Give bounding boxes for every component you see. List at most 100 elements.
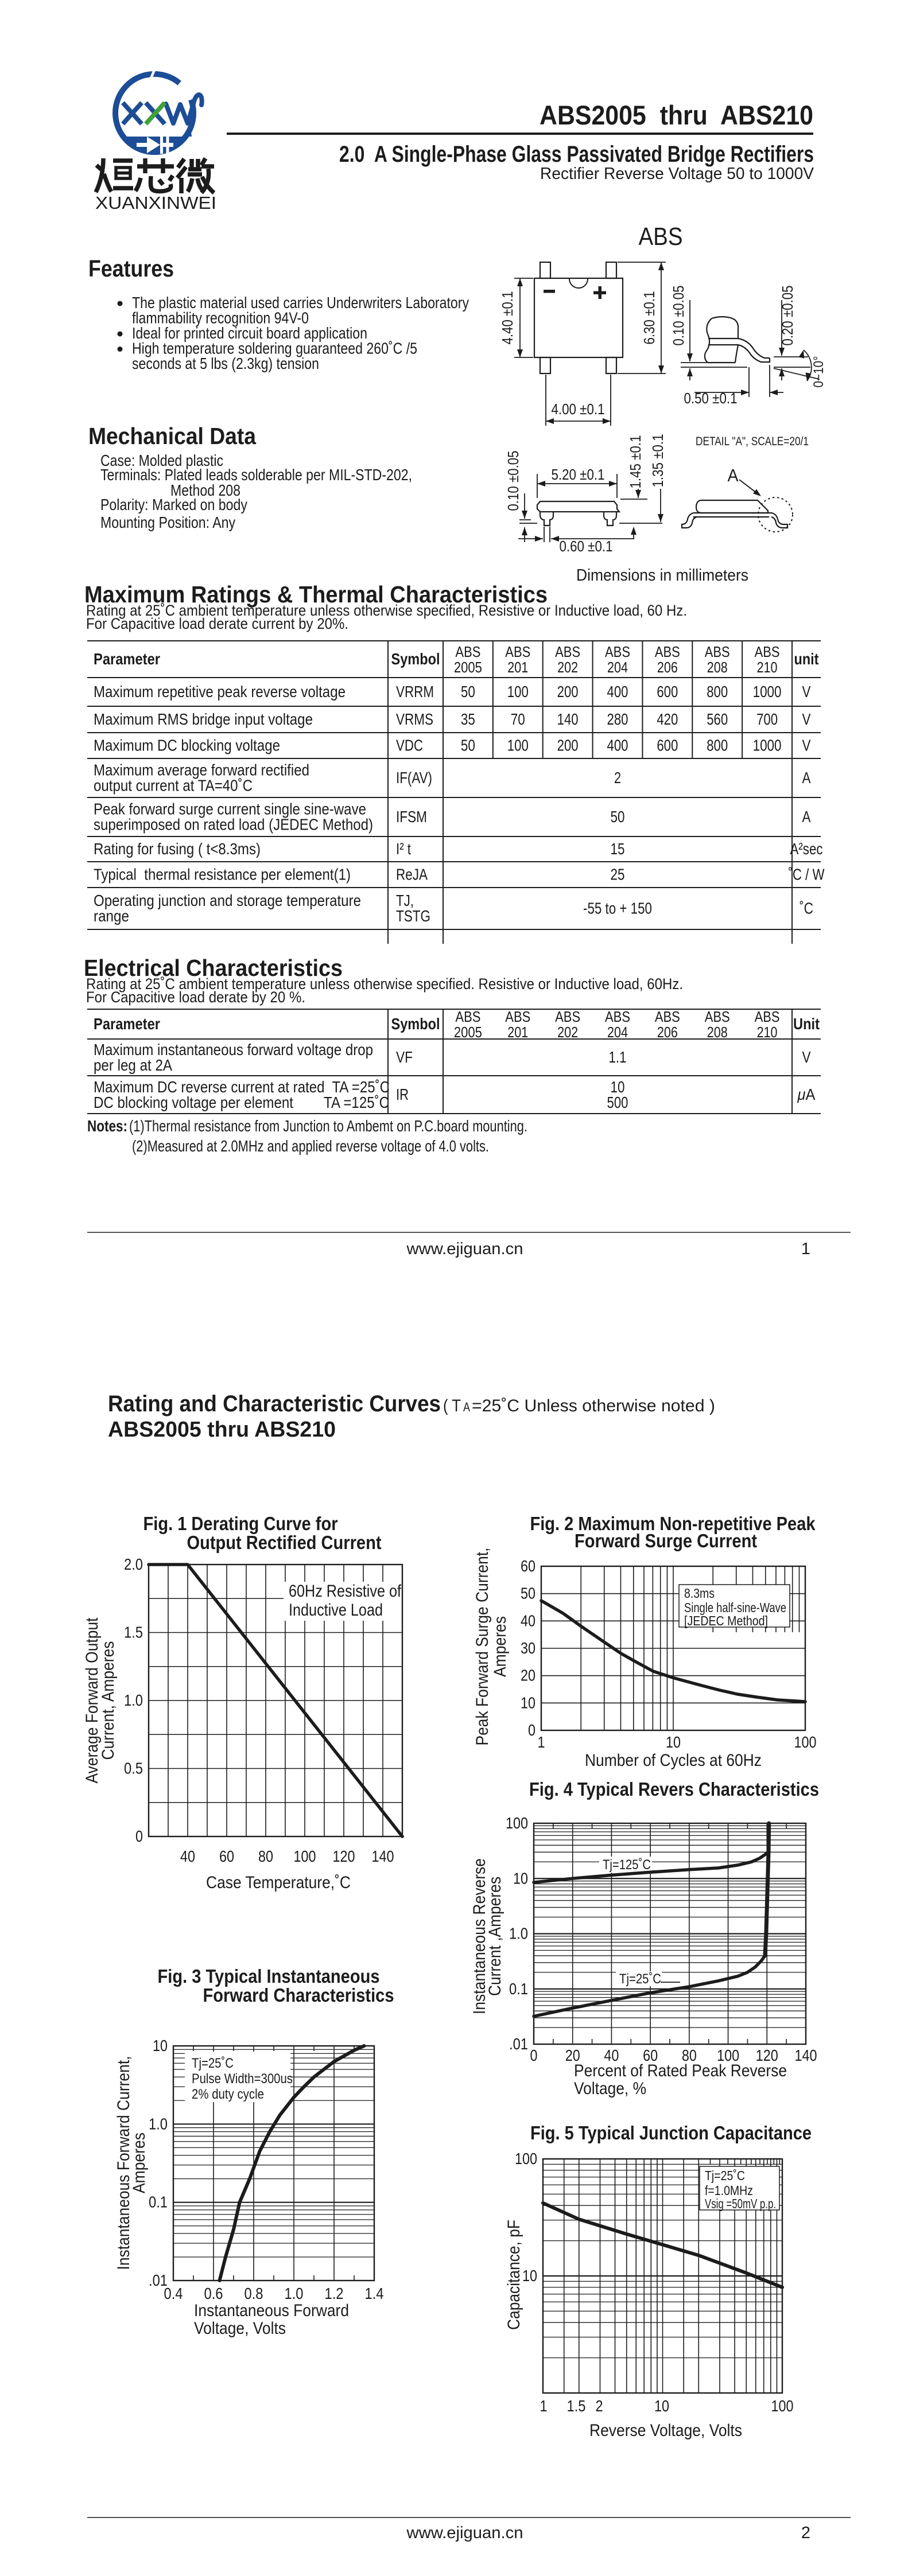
svg-text:˚C: ˚C xyxy=(800,900,813,917)
svg-text:400: 400 xyxy=(607,737,628,754)
svg-text:204: 204 xyxy=(607,1024,628,1041)
svg-text:Pulse Width=300us: Pulse Width=300us xyxy=(192,2071,293,2087)
svg-text:Current, Amperes: Current, Amperes xyxy=(99,1641,118,1760)
svg-text:The plastic material used carr: The plastic material used carries Underw… xyxy=(132,294,469,312)
svg-text:V: V xyxy=(802,710,811,728)
svg-text:1.1: 1.1 xyxy=(609,1048,627,1066)
svg-text:ABS: ABS xyxy=(455,643,480,660)
svg-text:50: 50 xyxy=(521,1585,535,1602)
svg-text:Terminals: Plated leads solder: Terminals: Plated leads solderable per M… xyxy=(100,466,412,484)
svg-text:Rating at 25˚C ambient tempera: Rating at 25˚C ambient temperature unles… xyxy=(86,602,687,619)
svg-text:1.0: 1.0 xyxy=(149,2115,168,2133)
svg-text:Peak forward surge current sin: Peak forward surge current single sine-w… xyxy=(94,800,366,818)
svg-text:0: 0 xyxy=(528,1721,535,1739)
svg-text:Single half-sine-Wave: Single half-sine-Wave xyxy=(684,1600,786,1615)
svg-text:VDC: VDC xyxy=(396,737,423,754)
svg-text:0: 0 xyxy=(530,2046,538,2064)
svg-text:ABS: ABS xyxy=(605,1008,630,1025)
svg-text:DETAIL "A", SCALE=20/1: DETAIL "A", SCALE=20/1 xyxy=(696,435,809,448)
svg-text:700: 700 xyxy=(756,710,778,728)
svg-text:201: 201 xyxy=(507,659,528,676)
svg-text:8.3ms: 8.3ms xyxy=(684,1586,715,1601)
svg-text:400: 400 xyxy=(607,683,628,701)
svg-text:2.0: 2.0 xyxy=(124,1555,143,1573)
svg-text:=25˚C Unless otherwise noted ): =25˚C Unless otherwise noted ) xyxy=(472,1396,715,1415)
svg-text:Rating at 25˚C ambient tempera: Rating at 25˚C ambient temperature unles… xyxy=(86,975,683,993)
svg-text:DC blocking voltage per elemen: DC blocking voltage per element TA =125˚… xyxy=(94,1094,389,1111)
svg-text:2% duty cycle: 2% duty cycle xyxy=(192,2087,264,2102)
svg-text:10: 10 xyxy=(654,2397,669,2415)
svg-text:25: 25 xyxy=(611,866,625,884)
svg-text:1: 1 xyxy=(801,1240,810,1258)
svg-text:Number of Cycles at 60Hz: Number of Cycles at 60Hz xyxy=(585,1751,762,1770)
svg-text:[JEDEC Method]: [JEDEC Method] xyxy=(684,1613,768,1628)
svg-text:VRRM: VRRM xyxy=(396,683,434,701)
svg-text:40: 40 xyxy=(180,1847,195,1865)
svg-text:1.0: 1.0 xyxy=(509,1925,528,1943)
svg-text:Polarity: Marked on body: Polarity: Marked on body xyxy=(100,496,247,513)
svg-text:Maximum Ratings & Thermal Char: Maximum Ratings & Thermal Characteristic… xyxy=(84,581,548,608)
svg-text:TSTG: TSTG xyxy=(396,907,430,925)
svg-text:flammability recognition 94V-0: flammability recognition 94V-0 xyxy=(132,309,309,327)
svg-text:140: 140 xyxy=(372,1847,394,1865)
svg-text:A²sec: A²sec xyxy=(790,840,823,858)
svg-text:Typical thermal resistance pe: Typical thermal resistance per element(1… xyxy=(94,866,351,884)
svg-text:Amperes: Amperes xyxy=(491,1616,510,1677)
svg-text:50: 50 xyxy=(461,737,475,754)
svg-text:35: 35 xyxy=(461,710,475,728)
svg-text:( T: ( T xyxy=(443,1396,461,1415)
svg-text:Features: Features xyxy=(88,255,174,282)
svg-text:superimposed on rated load (JE: superimposed on rated load (JEDEC Method… xyxy=(94,816,373,834)
svg-text:Mechanical Data: Mechanical Data xyxy=(88,423,257,449)
svg-text:0.20 ±0.05: 0.20 ±0.05 xyxy=(779,286,796,346)
svg-text:Maximum average forward rectif: Maximum average forward rectified xyxy=(94,761,309,779)
svg-text:2005: 2005 xyxy=(454,659,482,676)
svg-text:1.35 ±0.1: 1.35 ±0.1 xyxy=(649,434,666,488)
svg-text:ABS2005 thru ABS210: ABS2005 thru ABS210 xyxy=(540,100,813,130)
svg-text:4.40 ±0.1: 4.40 ±0.1 xyxy=(499,291,516,345)
svg-text:Voltage, %: Voltage, % xyxy=(574,2079,646,2098)
svg-text:140: 140 xyxy=(557,710,579,728)
svg-text:ABS: ABS xyxy=(555,643,580,660)
svg-text:ABS: ABS xyxy=(505,1008,530,1025)
svg-text:Dimensions in millimeters: Dimensions in millimeters xyxy=(576,566,748,585)
svg-text:Operating junction and storage: Operating junction and storage temperatu… xyxy=(94,892,361,909)
svg-text:Case: Molded plastic: Case: Molded plastic xyxy=(100,452,223,469)
svg-text:IFSM: IFSM xyxy=(396,808,427,826)
svg-text:100: 100 xyxy=(771,2397,794,2415)
svg-text:6.30 ±0.1: 6.30 ±0.1 xyxy=(641,291,658,345)
svg-text:1.5: 1.5 xyxy=(567,2397,586,2415)
svg-text:Inductive Load: Inductive Load xyxy=(289,1601,383,1620)
svg-text:2: 2 xyxy=(614,769,621,787)
svg-text:Capacitance, pF: Capacitance, pF xyxy=(504,2220,523,2330)
svg-text:per leg at 2A: per leg at 2A xyxy=(94,1056,172,1074)
svg-text:ABS: ABS xyxy=(639,223,683,251)
svg-text:202: 202 xyxy=(557,1024,578,1041)
svg-text:ABS: ABS xyxy=(655,1008,680,1025)
svg-text:201: 201 xyxy=(507,1024,528,1041)
svg-text:0.5: 0.5 xyxy=(124,1760,143,1777)
svg-text:1.0: 1.0 xyxy=(124,1691,143,1709)
svg-text:Case Temperature,˚C: Case Temperature,˚C xyxy=(206,1873,351,1892)
svg-text:A: A xyxy=(463,1400,470,1414)
svg-text:Tj=25˚C: Tj=25˚C xyxy=(619,1971,661,1987)
svg-text:˚C / W: ˚C / W xyxy=(789,866,825,884)
svg-text:100: 100 xyxy=(507,683,529,701)
svg-text:600: 600 xyxy=(657,737,678,754)
svg-text:VF: VF xyxy=(396,1048,413,1066)
svg-text:Symbol: Symbol xyxy=(391,650,440,668)
svg-text:60Hz Resistive of: 60Hz Resistive of xyxy=(289,1582,402,1601)
svg-text:Unit: Unit xyxy=(793,1015,820,1033)
svg-text:f=1.0MHz: f=1.0MHz xyxy=(705,2183,753,2198)
svg-text:10: 10 xyxy=(522,2267,537,2285)
svg-text:1: 1 xyxy=(538,1733,545,1751)
svg-text:100: 100 xyxy=(506,1814,528,1832)
svg-text:XUANXINWEI: XUANXINWEI xyxy=(95,193,216,213)
svg-text:Symbol: Symbol xyxy=(391,1015,440,1033)
svg-text:Peak Forward Surge Current,: Peak Forward Surge Current, xyxy=(473,1548,492,1746)
svg-text:Maximum DC blocking voltage: Maximum DC blocking voltage xyxy=(94,737,280,754)
svg-text:Parameter: Parameter xyxy=(94,1015,160,1033)
svg-text:40: 40 xyxy=(604,2046,619,2064)
svg-text:-55 to + 150: -55 to + 150 xyxy=(583,900,652,917)
svg-text:Parameter: Parameter xyxy=(94,650,160,668)
